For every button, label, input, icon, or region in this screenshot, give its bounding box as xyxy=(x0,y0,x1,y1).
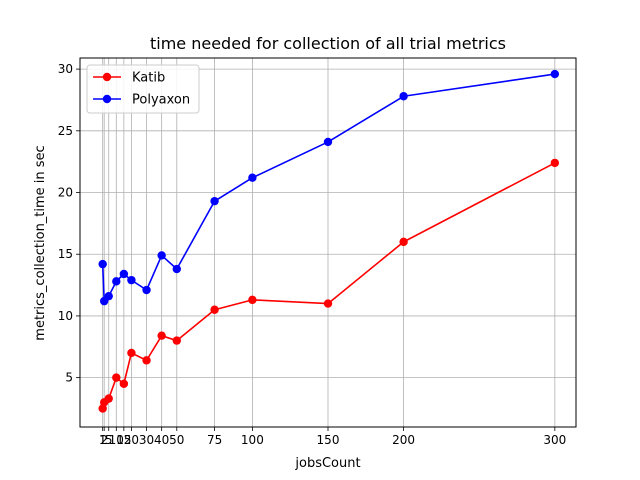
x-tick-label: 10 xyxy=(109,433,124,447)
y-tick-label: 5 xyxy=(65,371,73,385)
data-point xyxy=(210,196,219,206)
x-tick-label: 150 xyxy=(317,433,340,447)
data-point xyxy=(104,291,113,301)
legend-label: Katib xyxy=(132,71,165,86)
x-tick-label: 300 xyxy=(543,433,566,447)
series-polyaxon xyxy=(98,69,560,306)
data-point xyxy=(157,331,166,340)
data-point xyxy=(210,305,219,314)
y-axis-label: metrics_collection_time in sec xyxy=(33,145,48,340)
data-point xyxy=(248,173,257,182)
y-tick-label: 30 xyxy=(58,62,73,76)
data-point xyxy=(399,237,408,247)
legend-item-polyaxon: Polyaxon xyxy=(93,93,190,108)
y-tick-label: 25 xyxy=(58,124,73,138)
data-point xyxy=(172,264,181,274)
data-point xyxy=(248,295,257,305)
data-point xyxy=(323,137,333,147)
data-point xyxy=(550,158,560,168)
data-point xyxy=(119,269,129,279)
data-point xyxy=(112,373,121,382)
series-katib xyxy=(98,158,560,413)
y-tick-label: 15 xyxy=(58,247,73,261)
x-tick-label: 20 xyxy=(124,433,139,447)
data-point xyxy=(142,356,151,365)
data-point xyxy=(172,336,181,345)
x-axis-label: jobsCount xyxy=(294,456,360,471)
legend-marker xyxy=(102,72,112,82)
legend-item-katib: Katib xyxy=(93,71,165,86)
chart-title: time needed for collection of all trial … xyxy=(150,34,506,53)
x-tick-label: 200 xyxy=(392,433,415,447)
x-tick-label: 100 xyxy=(241,433,264,447)
x-tick-label: 30 xyxy=(139,433,154,447)
data-point xyxy=(550,69,560,79)
data-point xyxy=(142,285,151,295)
x-tick-label: 75 xyxy=(207,433,222,447)
x-tick-label: 40 xyxy=(154,433,169,447)
data-point xyxy=(127,275,136,285)
grid-lines xyxy=(80,58,576,427)
y-tick-label: 20 xyxy=(58,186,73,200)
data-point xyxy=(127,348,136,358)
series-layer xyxy=(98,69,560,413)
x-tick-label: 2 xyxy=(100,433,108,447)
data-point xyxy=(112,277,121,286)
data-point xyxy=(323,299,333,308)
y-axis-ticks: 5 10 15 20 25 30 xyxy=(58,62,80,385)
y-tick-label: 10 xyxy=(58,309,73,323)
data-point xyxy=(104,394,113,403)
x-tick-label: 1 xyxy=(99,433,107,447)
legend: Katib Polyaxon xyxy=(86,64,200,114)
data-point xyxy=(157,251,166,260)
legend-label: Polyaxon xyxy=(132,93,190,108)
x-tick-label: 5 xyxy=(105,433,113,447)
data-point xyxy=(98,259,107,269)
x-tick-label: 50 xyxy=(169,433,184,447)
data-point xyxy=(119,379,129,389)
x-tick-label: 15 xyxy=(116,433,131,447)
data-point xyxy=(399,92,408,101)
legend-marker xyxy=(102,94,112,104)
